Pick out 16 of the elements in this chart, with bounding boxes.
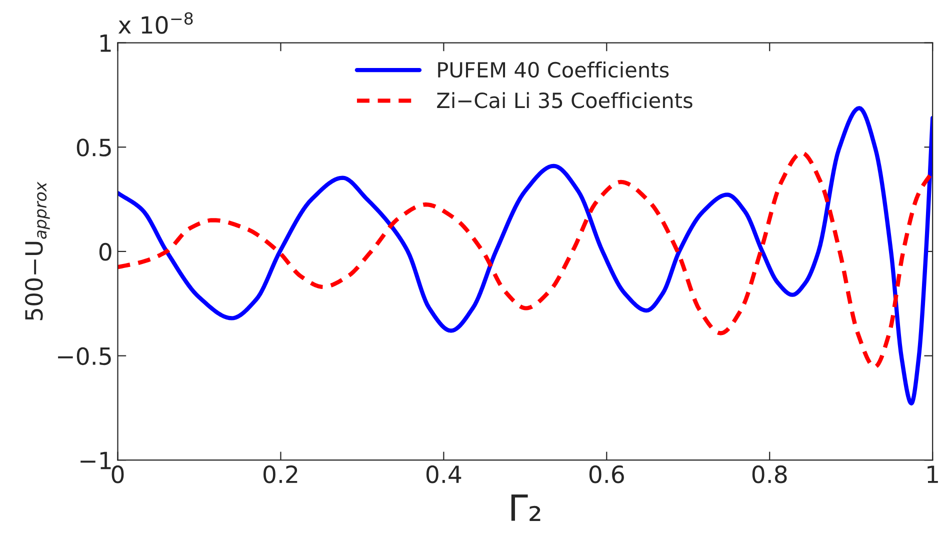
y-tick-label: −1 — [80, 452, 111, 470]
y-tick-label: 0 — [99, 242, 112, 261]
x-tick-label: 0.4 — [426, 465, 462, 484]
text: x 10$^{−8}$ — [118, 12, 193, 34]
legend-label: Zi−Cai Li 35 Coefficients — [437, 92, 692, 108]
x-tick-label: 0.6 — [589, 465, 624, 484]
y-tick-label: 0.5 — [76, 138, 111, 156]
y-tick-label: −0.5 — [58, 347, 111, 366]
y-axis-title: 500−U$_{approx}$ — [24, 182, 50, 320]
x-tick-label: 1 — [928, 466, 938, 483]
x-tick-label: 0.8 — [752, 465, 787, 484]
legend-label: PUFEM 40 Coefficients — [438, 62, 669, 78]
x-axis-title: Γ₂ — [511, 494, 540, 521]
y-tick-label: 1 — [100, 34, 111, 52]
x-tick-label: 0 — [112, 465, 124, 484]
x-tick-label: 0.2 — [264, 465, 298, 484]
